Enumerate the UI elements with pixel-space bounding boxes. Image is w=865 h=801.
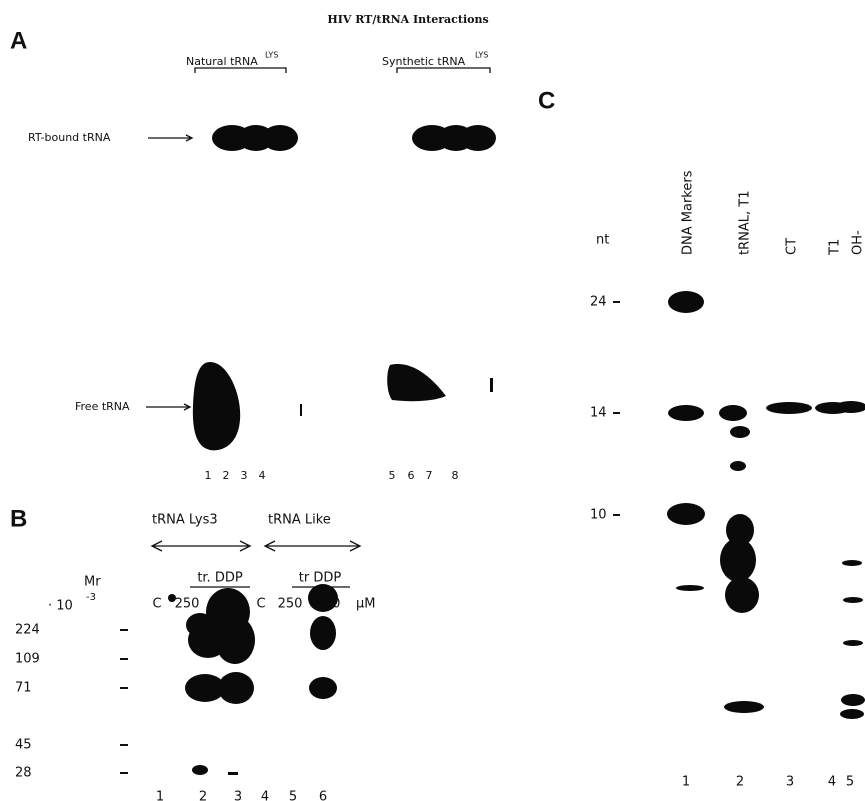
condition-label: 250	[175, 597, 200, 612]
panel-label: B	[10, 505, 27, 532]
condition-label: C	[152, 597, 161, 612]
marker-label: 71	[15, 681, 32, 696]
marker-label: 10	[590, 508, 607, 523]
marker-labels: 224 109 71 45 28	[15, 623, 128, 781]
lane-label: 3	[786, 775, 794, 790]
column-label: tRNAL, T1	[738, 191, 753, 255]
lane-label: 2	[199, 790, 207, 801]
row-label: Free tRNA	[75, 400, 130, 413]
marker-label: 224	[15, 623, 40, 638]
group-superscript: LYS	[265, 51, 278, 60]
marker-labels: 24 14 10	[590, 295, 620, 523]
panel-label: A	[10, 27, 27, 54]
column-label: T1	[828, 239, 843, 256]
lane-labels: 1 2 3 4 5 6	[156, 790, 327, 801]
lane-label: 2	[736, 775, 744, 790]
group-label: Natural tRNA	[186, 55, 258, 68]
lane-label: 6	[319, 790, 327, 801]
marker-label: 14	[590, 406, 607, 421]
group-label: tRNA Lys3	[152, 513, 218, 528]
axis-label: Mr	[84, 575, 101, 590]
arrow	[152, 541, 360, 551]
lane-label: 5	[846, 775, 854, 790]
bracket	[397, 68, 490, 73]
group-superscript: LYS	[475, 51, 488, 60]
axis-unit-exponent: -3	[86, 592, 96, 603]
condition-unit: μM	[356, 597, 376, 612]
lane-label: 3	[234, 790, 242, 801]
lane-label: 5	[389, 469, 396, 482]
group-label: tRNA Like	[268, 513, 331, 528]
column-labels: DNA Markers tRNAL, T1 CT T1 OH-	[681, 170, 865, 256]
column-label: CT	[785, 238, 800, 255]
lane-label: 3	[241, 469, 248, 482]
figure: HIV RT/tRNA Interactions A Natural tRNA …	[0, 0, 865, 801]
figure-title: HIV RT/tRNA Interactions	[327, 13, 488, 26]
marker-label: 109	[15, 652, 40, 667]
bracket	[195, 68, 286, 73]
bands	[168, 584, 338, 775]
panel-label: C	[538, 87, 555, 114]
marker-label: 24	[590, 295, 607, 310]
lane-label: 4	[261, 790, 269, 801]
lane-label: 1	[156, 790, 164, 801]
axis-unit: · 10	[48, 599, 73, 614]
axis-label: nt	[596, 233, 609, 248]
lane-label: 5	[289, 790, 297, 801]
bands	[193, 125, 496, 450]
marker-label: 45	[15, 738, 32, 753]
treatment-label: tr DDP	[299, 571, 342, 586]
lane-label: 2	[223, 469, 230, 482]
lane-label: 1	[682, 775, 690, 790]
column-label: DNA Markers	[681, 170, 696, 255]
arrow	[148, 135, 192, 141]
lane-label: 7	[426, 469, 433, 482]
treatment-label: tr. DDP	[197, 571, 243, 586]
marker-label: 28	[15, 766, 32, 781]
lane-label: 1	[205, 469, 212, 482]
group-label: Synthetic tRNA	[382, 55, 466, 68]
lane-label: 4	[828, 775, 836, 790]
lane-label: 6	[408, 469, 415, 482]
column-label: OH-	[851, 230, 865, 255]
lane-label: 8	[452, 469, 459, 482]
arrow	[146, 404, 190, 410]
condition-label: C	[256, 597, 265, 612]
row-label: RT-bound tRNA	[28, 131, 111, 144]
lane-label: 4	[259, 469, 266, 482]
bands	[667, 291, 865, 719]
condition-label: 250	[278, 597, 303, 612]
